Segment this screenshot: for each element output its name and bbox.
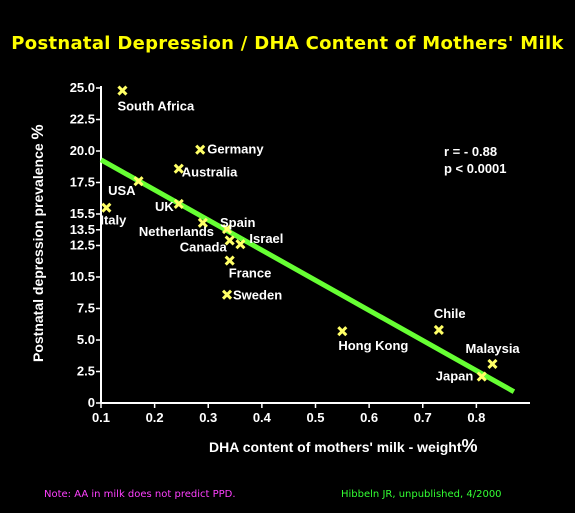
point-label-hong-kong: Hong Kong bbox=[338, 338, 408, 353]
point-label-south-africa: South Africa bbox=[117, 99, 195, 114]
y-tick-label: 5.0 bbox=[77, 332, 95, 347]
point-label-italy: Italy bbox=[100, 213, 127, 228]
point-label-netherlands: Netherlands bbox=[139, 224, 214, 239]
data-point-netherlands bbox=[197, 217, 208, 228]
y-tick-label: 22.5 bbox=[70, 112, 95, 127]
trend-line bbox=[99, 157, 516, 394]
y-axis-unit: % bbox=[28, 124, 47, 139]
point-label-france: France bbox=[229, 266, 272, 281]
point-marker bbox=[197, 217, 208, 228]
y-axis-label-text: Postnatal depression prevalence bbox=[30, 139, 46, 362]
x-tick-label: 0.7 bbox=[414, 410, 432, 425]
stat-r: r = - 0.88 bbox=[444, 144, 497, 159]
point-marker bbox=[487, 358, 498, 370]
x-tick-label: 0.4 bbox=[253, 410, 272, 425]
data-point-japan bbox=[476, 371, 487, 382]
point-label-usa: USA bbox=[108, 183, 136, 198]
data-point-hong-kong bbox=[337, 326, 348, 337]
point-marker bbox=[433, 324, 444, 335]
point-marker bbox=[195, 144, 206, 155]
point-marker bbox=[101, 202, 112, 213]
point-marker bbox=[221, 289, 233, 300]
point-marker bbox=[221, 224, 233, 235]
point-label-malaysia: Malaysia bbox=[465, 341, 520, 356]
point-label-uk: UK bbox=[155, 199, 174, 214]
y-tick-label: 20.0 bbox=[70, 143, 95, 158]
data-point-germany bbox=[195, 144, 206, 155]
point-label-canada: Canada bbox=[180, 239, 228, 254]
data-point-malaysia bbox=[487, 358, 498, 370]
point-marker bbox=[224, 235, 235, 246]
point-marker bbox=[133, 176, 144, 187]
x-tick-label: 0.6 bbox=[360, 410, 378, 425]
point-label-sweden: Sweden bbox=[233, 288, 282, 303]
point-label-israel: Israel bbox=[249, 231, 283, 246]
x-tick-label: 0.1 bbox=[92, 410, 110, 425]
x-tick-label: 0.8 bbox=[467, 410, 485, 425]
y-axis-label: Postnatal depression prevalence % bbox=[28, 124, 47, 362]
y-tick-label: 2.5 bbox=[77, 364, 95, 379]
point-marker bbox=[235, 239, 246, 250]
data-point-south-africa bbox=[117, 85, 128, 96]
x-axis-label: DHA content of mothers' milk - weight% bbox=[209, 436, 478, 456]
y-tick-label: 15.5 bbox=[70, 206, 95, 221]
data-point-chile bbox=[433, 324, 444, 335]
chart-title: Postnatal Depression / DHA Content of Mo… bbox=[11, 33, 564, 54]
point-label-japan: Japan bbox=[436, 369, 474, 384]
data-point-france bbox=[224, 255, 235, 266]
point-marker bbox=[224, 255, 235, 266]
note-aa: Note: AA in milk does not predict PPD. bbox=[44, 489, 236, 500]
point-label-spain: Spain bbox=[220, 215, 255, 230]
point-marker bbox=[117, 85, 128, 96]
data-point-australia bbox=[173, 163, 184, 174]
point-marker bbox=[173, 163, 184, 174]
y-tick-label: 17.5 bbox=[70, 175, 95, 190]
point-marker bbox=[337, 326, 348, 337]
x-tick-label: 0.3 bbox=[199, 410, 217, 425]
x-axis-unit: % bbox=[462, 436, 478, 456]
y-tick-label: 7.5 bbox=[77, 301, 95, 316]
point-marker bbox=[476, 371, 487, 382]
point-label-germany: Germany bbox=[207, 142, 264, 157]
note-citation: Hibbeln JR, unpublished, 4/2000 bbox=[341, 489, 502, 500]
data-point-canada bbox=[224, 235, 235, 246]
point-label-chile: Chile bbox=[434, 306, 466, 321]
data-point-italy bbox=[101, 202, 112, 213]
x-tick-label: 0.2 bbox=[146, 410, 164, 425]
y-tick-label: 10.5 bbox=[70, 269, 95, 284]
data-point-spain bbox=[221, 224, 233, 235]
y-tick-label: 25.0 bbox=[70, 80, 95, 95]
x-axis-label-text: DHA content of mothers' milk - weight bbox=[209, 439, 462, 455]
data-point-uk bbox=[173, 198, 184, 209]
data-point-usa bbox=[133, 176, 144, 187]
stat-p: p < 0.0001 bbox=[444, 161, 507, 176]
x-tick-label: 0.5 bbox=[306, 410, 324, 425]
y-tick-label: 12.5 bbox=[70, 238, 95, 253]
y-tick-label: 13.5 bbox=[70, 222, 95, 237]
y-tick-label: 0 bbox=[88, 395, 95, 410]
point-marker bbox=[173, 198, 184, 209]
data-point-sweden bbox=[221, 289, 233, 300]
data-point-israel bbox=[235, 239, 246, 250]
point-label-australia: Australia bbox=[182, 165, 238, 180]
